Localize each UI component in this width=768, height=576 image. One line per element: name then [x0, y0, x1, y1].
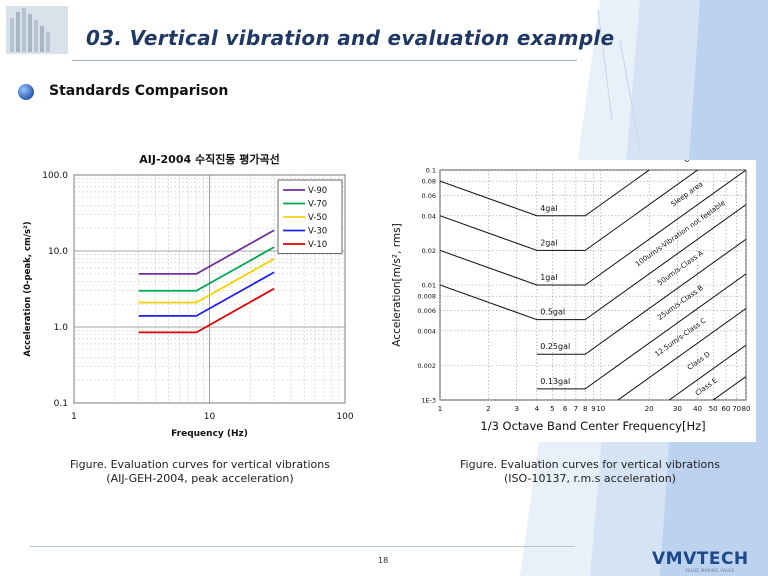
y-tick-label: 100.0 [42, 171, 68, 181]
section-subtitle: Standards Comparison [49, 83, 229, 99]
right-caption-line-1: Figure. Evaluation curves for vertical v… [460, 458, 720, 471]
legend-label: V-10 [308, 240, 327, 250]
x-axis-label: Frequency (Hz) [171, 429, 248, 439]
y-tick-label: 0.002 [417, 362, 436, 370]
series-line [440, 204, 746, 321]
x-tick-label: 1 [438, 405, 442, 413]
series-line [138, 229, 275, 275]
y-tick-label: 1E-3 [421, 397, 436, 405]
y-tick-label: 0.06 [422, 192, 436, 200]
title-divider [72, 60, 577, 61]
y-tick-label: 0.004 [417, 327, 436, 335]
y-tick-label: 0.04 [422, 212, 436, 220]
x-tick-label: 1 [71, 412, 77, 422]
y-tick-label: 0.006 [417, 307, 436, 315]
series-line [440, 170, 699, 251]
x-tick-label: 40 [693, 405, 702, 413]
aij-chart-panel: 1 10 100 0.1 1.0 10.0 100.0 AIJ-2004 수직진동 평가곡선 F… [10, 145, 370, 440]
x-tick-label: 5 [550, 405, 554, 413]
x-tick-label: 9 [591, 405, 595, 413]
y-axis-label: Acceleration (0-peak, cm/s²) [23, 221, 33, 356]
x-tick-label: 8 [583, 405, 587, 413]
series-line [668, 344, 746, 400]
gal-label: 2gal [540, 238, 557, 247]
x-tick-label: 7 [574, 405, 578, 413]
x-tick-label: 3 [514, 405, 518, 413]
iso-chart: 1 2 3 4 5 6 7 8 9 10 20 30 40 50 60 70 80 1E-3 0.002 0.004 0… [391, 105, 751, 433]
y-axis-label: Acceleration[m/s², rms] [391, 223, 403, 346]
y-tick-label: 10.0 [48, 247, 68, 257]
company-tagline: VALUE MAKING VALUE [685, 568, 735, 573]
curve-label: Office [683, 160, 704, 164]
x-tick-label: 50 [709, 405, 718, 413]
left-caption-line-1: Figure. Evaluation curves for vertical v… [70, 458, 330, 471]
y-tick-label: 0.008 [417, 293, 436, 301]
gal-label: 0.5gal [540, 308, 565, 317]
series-line [138, 287, 275, 334]
aij-chart: 1 10 100 0.1 1.0 10.0 100.0 AIJ-2004 수직진동 평가곡선 F… [23, 152, 354, 439]
x-tick-label: 10 [596, 405, 605, 413]
x-tick-label: 60 [721, 405, 730, 413]
series-line [138, 246, 275, 292]
page-number: 18 [378, 556, 389, 565]
plot-area [439, 169, 747, 401]
gal-label: 1gal [540, 273, 557, 282]
series-line [536, 273, 746, 390]
footer-divider [30, 546, 575, 547]
x-tick-label: 80 [742, 405, 751, 413]
y-tick-label: 1.0 [54, 323, 69, 333]
x-tick-label: 6 [563, 405, 568, 413]
x-axis-label: 1/3 Octave Band Center Frequency[Hz] [480, 419, 705, 433]
legend-label: V-30 [308, 227, 327, 237]
x-tick-label: 30 [673, 405, 682, 413]
gal-label: 0.13gal [540, 377, 570, 386]
building-logo-icon [10, 8, 50, 52]
series-line [712, 376, 746, 400]
x-tick-label: 10 [204, 412, 216, 422]
series-line [617, 308, 746, 400]
y-tick-label: 0.01 [422, 282, 436, 290]
x-tick-label: 4 [535, 405, 540, 413]
x-tick-label: 100 [336, 412, 353, 422]
left-caption-line-2: (AIJ-GEH-2004, peak acceleration) [106, 472, 294, 485]
series-line [138, 257, 275, 304]
company-logo: VMVTECH [652, 549, 749, 569]
gal-label: 4gal [540, 204, 557, 213]
y-tick-label: 0.02 [422, 247, 436, 255]
x-tick-label: 20 [645, 405, 654, 413]
bullet-icon [18, 84, 34, 100]
x-tick-label: 2 [486, 405, 490, 413]
y-tick-label: 0.08 [422, 178, 436, 186]
series-line [440, 170, 746, 286]
y-tick-label: 0.1 [54, 399, 68, 409]
legend-label: V-50 [308, 213, 327, 223]
series-line [138, 271, 275, 317]
x-tick-label: 70 [732, 405, 741, 413]
slide-title: 03. Vertical vibration and evaluation ex… [86, 26, 615, 50]
chart-title: AIJ-2004 수직진동 평가곡선 [139, 152, 280, 166]
series-group [440, 170, 746, 400]
legend-label: V-70 [308, 200, 327, 210]
right-caption-line-2: (ISO-10137, r.m.s acceleration) [504, 472, 676, 485]
left-caption: Figure. Evaluation curves for vertical v… [40, 458, 360, 486]
series-line [536, 238, 746, 355]
gal-label: 0.25gal [540, 342, 570, 351]
iso-chart-panel: 1 2 3 4 5 6 7 8 9 10 20 30 40 50 60 70 80 1E-3 0.002 0.004 0… [384, 105, 756, 442]
y-tick-label: 0.1 [426, 167, 436, 175]
legend-label: V-90 [308, 186, 327, 196]
right-caption: Figure. Evaluation curves for vertical v… [425, 458, 755, 486]
series-line [440, 170, 651, 217]
